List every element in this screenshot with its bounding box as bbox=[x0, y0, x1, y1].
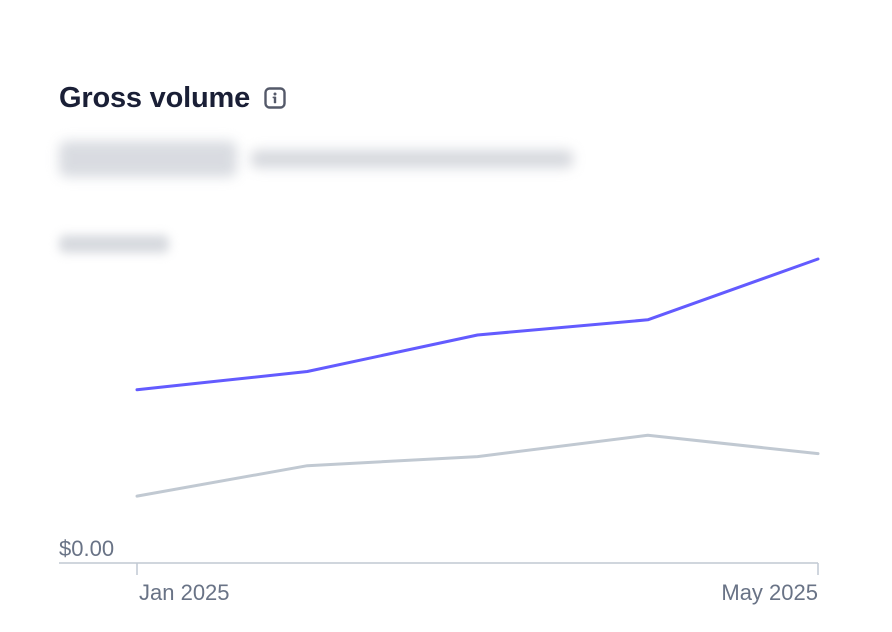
series-line-2 bbox=[135, 433, 820, 498]
redacted-total-value bbox=[59, 141, 237, 177]
redacted-summary-row bbox=[59, 140, 573, 178]
series-line-1 bbox=[135, 257, 820, 392]
title-row: Gross volume bbox=[59, 78, 286, 118]
redacted-comparison-text bbox=[251, 150, 573, 168]
x-tick-label: May 2025 bbox=[721, 580, 818, 605]
info-icon[interactable] bbox=[264, 87, 286, 109]
redacted-y-max-label bbox=[59, 235, 169, 253]
card-title: Gross volume bbox=[59, 81, 250, 114]
y-tick-label: $0.00 bbox=[59, 536, 114, 561]
x-tick-label: Jan 2025 bbox=[139, 580, 230, 605]
